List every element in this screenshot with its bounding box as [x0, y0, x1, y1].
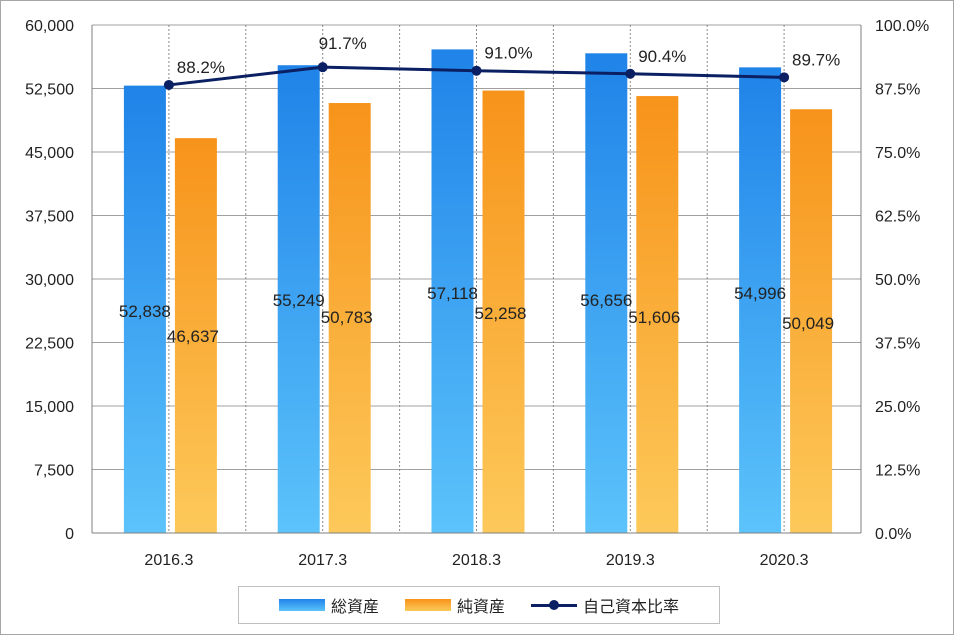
y-axis-right-tick-label: 100.0%: [875, 18, 929, 35]
y-axis-left-tick-label: 37,500: [25, 209, 74, 226]
y-axis-right-tick-label: 0.0%: [875, 526, 911, 543]
y-axis-right-tick-label: 62.5%: [875, 209, 920, 226]
legend-label-net-assets: 純資産: [456, 597, 505, 616]
legend-label-equity-ratio: 自己資本比率: [583, 597, 680, 616]
y-axis-left-tick-label: 15,000: [25, 399, 74, 416]
y-axis-right-tick-label: 37.5%: [875, 336, 920, 353]
bar-total-assets: [277, 65, 320, 534]
y-axis-left-tick-label: 0: [65, 526, 74, 543]
legend-item-total-assets: 総資産: [278, 593, 379, 617]
data-label-net-assets: 46,637: [167, 327, 219, 346]
y-axis-right-tick-label: 12.5%: [875, 463, 920, 480]
bar-net-assets: [328, 103, 371, 534]
data-label-net-assets: 52,258: [475, 304, 527, 323]
x-axis-tick-label: 2017.3: [298, 552, 347, 569]
bar-total-assets: [585, 53, 628, 534]
bar-total-assets: [123, 85, 166, 533]
point-equity-ratio: [779, 72, 790, 83]
x-axis-tick-label: 2016.3: [144, 552, 193, 569]
data-label-equity-ratio: 89.7%: [792, 50, 840, 69]
data-label-total-assets: 54,996: [734, 284, 786, 303]
y-axis-left-tick-label: 22,500: [25, 336, 74, 353]
legend-item-equity-ratio: 自己資本比率: [531, 593, 679, 617]
legend-swatch-total-assets: [278, 599, 325, 611]
y-axis-right-tick-label: 75.0%: [875, 145, 920, 162]
data-label-net-assets: 50,049: [782, 314, 834, 333]
legend-swatch-net-assets: [404, 599, 451, 611]
bar-net-assets: [482, 90, 525, 533]
data-label-total-assets: 57,118: [427, 284, 478, 303]
data-label-equity-ratio: 91.0%: [484, 44, 532, 63]
data-label-total-assets: 56,656: [580, 291, 632, 310]
x-axis-tick-label: 2018.3: [452, 552, 501, 569]
data-label-equity-ratio: 90.4%: [638, 47, 686, 66]
data-label-net-assets: 51,606: [628, 308, 680, 327]
data-label-equity-ratio: 88.2%: [177, 58, 225, 77]
bar-total-assets: [739, 67, 782, 534]
y-axis-right-tick-label: 87.5%: [875, 82, 920, 99]
data-label-total-assets: 55,249: [273, 291, 325, 310]
point-equity-ratio: [471, 65, 482, 76]
data-label-net-assets: 50,783: [321, 308, 373, 327]
bar-net-assets: [790, 109, 833, 533]
legend-item-net-assets: 純資産: [404, 593, 505, 617]
y-axis-left-tick-label: 7,500: [34, 463, 74, 480]
x-axis-tick-label: 2019.3: [606, 552, 655, 569]
point-equity-ratio: [163, 79, 174, 90]
y-axis-right-tick-label: 50.0%: [875, 272, 920, 289]
y-axis-left-tick-label: 60,000: [25, 18, 74, 35]
data-label-total-assets: 52,838: [119, 302, 171, 321]
y-axis-right-tick-label: 25.0%: [875, 399, 920, 416]
bar-net-assets: [174, 138, 217, 533]
data-label-equity-ratio: 91.7%: [319, 34, 367, 53]
legend-label-total-assets: 総資産: [330, 597, 379, 616]
y-axis-left-tick-label: 45,000: [25, 145, 74, 162]
point-equity-ratio: [625, 68, 636, 79]
legend-swatch-equity-ratio: [531, 599, 577, 611]
x-axis-tick-label: 2020.3: [760, 552, 809, 569]
bar-net-assets: [636, 96, 679, 533]
y-axis-left-tick-label: 52,500: [25, 82, 74, 99]
bar-total-assets: [431, 49, 474, 533]
point-equity-ratio: [317, 62, 328, 73]
y-axis-left-tick-label: 30,000: [25, 272, 74, 289]
legend: 総資産 純資産 自己資本比率: [238, 586, 720, 624]
